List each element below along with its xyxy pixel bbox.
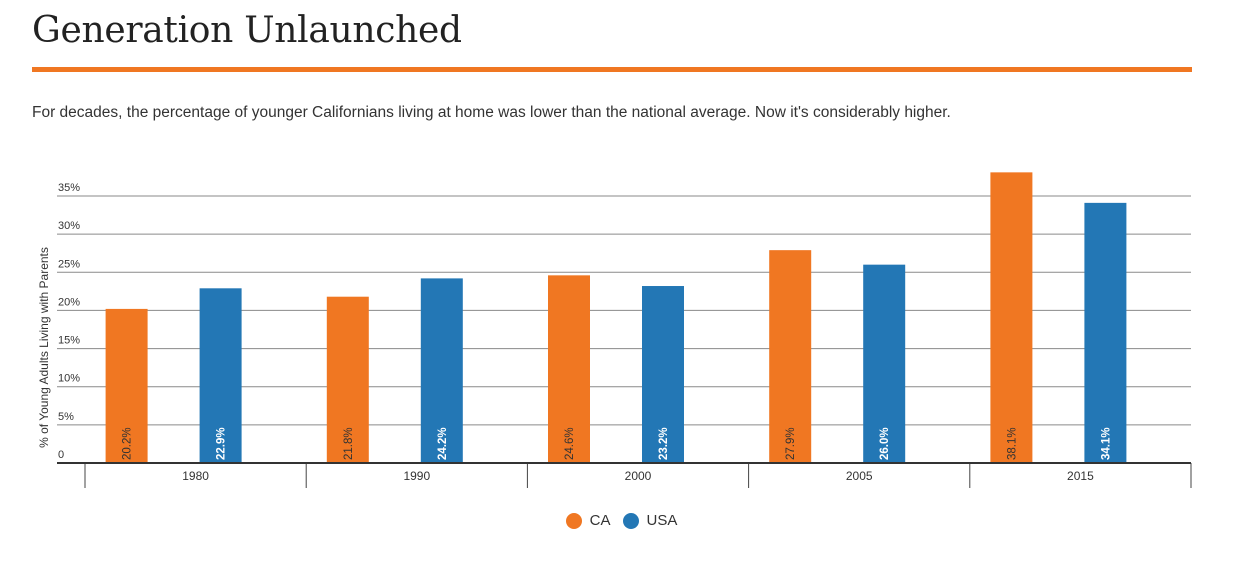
x-tick-label: 1990	[403, 469, 430, 483]
bar-value-label: 21.8%	[343, 427, 355, 460]
y-tick-label: 35%	[58, 182, 80, 194]
bar-usa-2015	[1084, 202, 1127, 463]
bar-ca-2015	[990, 172, 1033, 463]
bar-ca-1980	[105, 308, 148, 463]
bar-value-label: 24.2%	[437, 427, 449, 460]
bar-value-label: 22.9%	[216, 427, 228, 460]
bar-value-label: 20.2%	[122, 427, 134, 460]
legend-swatch-usa	[622, 512, 639, 529]
y-tick-label: 15%	[58, 335, 80, 347]
bar-usa-2005	[863, 264, 906, 463]
x-tick-label: 2000	[625, 469, 652, 483]
bar-usa-1980	[199, 288, 242, 463]
x-tick-label: 2005	[846, 469, 873, 483]
legend-item-usa: USA	[622, 512, 678, 529]
x-tick-label: 1980	[182, 469, 209, 483]
bar-value-label: 23.2%	[658, 427, 670, 460]
legend-swatch-ca	[565, 512, 582, 529]
bar-usa-2000	[642, 286, 684, 463]
y-tick-label: 10%	[58, 373, 80, 385]
title-rule	[32, 67, 1192, 72]
bar-value-label: 38.1%	[1006, 427, 1018, 460]
bar-ca-2000	[548, 275, 590, 463]
chart-title: Generation Unlaunched	[32, 10, 462, 51]
y-tick-label: 5%	[58, 411, 74, 423]
x-tick-label: 2015	[1067, 469, 1094, 483]
y-tick-label: 0	[58, 449, 64, 461]
legend-item-ca: CA	[565, 512, 611, 529]
legend-label-usa: USA	[646, 512, 678, 529]
bar-ca-1990	[326, 296, 369, 463]
y-tick-label: 30%	[58, 220, 80, 232]
bar-usa-1990	[420, 278, 463, 463]
bar-chart: 0 5% 10% 15% 20% 25% 30% 35% % of Young Adults L…	[37, 172, 1192, 488]
y-tick-label: 20%	[58, 296, 80, 308]
chart-subtitle: For decades, the percentage of younger C…	[32, 104, 951, 121]
chart-legend: CA USA	[0, 512, 1243, 529]
bar-value-label: 24.6%	[564, 427, 576, 460]
y-tick-label: 25%	[58, 258, 80, 270]
bar-value-label: 26.0%	[879, 427, 891, 460]
bar-ca-2005	[769, 250, 812, 463]
bar-value-label: 27.9%	[785, 427, 797, 460]
y-axis-label: % of Young Adults Living with Parents	[37, 247, 51, 448]
legend-label-ca: CA	[589, 512, 611, 529]
bar-value-label: 34.1%	[1100, 427, 1112, 460]
